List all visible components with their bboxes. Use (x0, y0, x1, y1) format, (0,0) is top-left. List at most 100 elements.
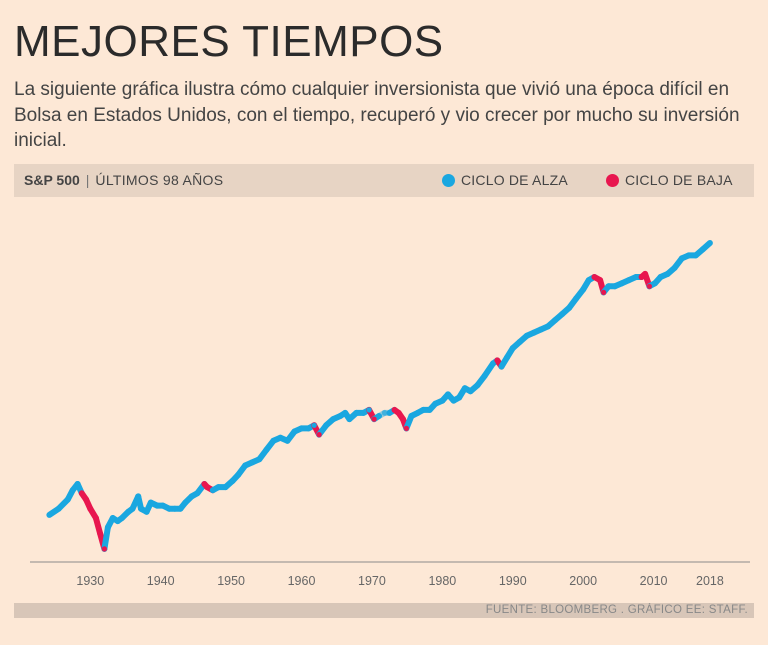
data-point (601, 289, 607, 295)
data-point (420, 407, 426, 413)
data-point (138, 506, 144, 512)
data-point (672, 265, 678, 271)
data-point (311, 422, 317, 428)
data-point (204, 484, 210, 490)
data-point (119, 515, 125, 521)
data-point (633, 274, 639, 280)
data-point (144, 509, 150, 515)
data-point (189, 493, 195, 499)
data-point (366, 407, 372, 413)
data-point (467, 388, 474, 394)
data-point (494, 357, 500, 363)
data-point (490, 360, 496, 367)
data-point (408, 413, 414, 419)
data-point (531, 330, 537, 336)
data-point (707, 240, 713, 246)
data-point (210, 487, 216, 493)
chart-area: 1930 1940 1950 1960 1970 1980 1990 2000 2010 2018 (30, 240, 750, 588)
data-point (79, 490, 85, 496)
data-point (194, 490, 200, 496)
data-point (270, 438, 276, 444)
data-point (482, 373, 488, 379)
data-point (586, 277, 592, 283)
data-point (456, 394, 462, 401)
data-point (658, 274, 664, 280)
data-point (87, 506, 93, 512)
legend-bar: S&P 500 | ÚLTIMOS 98 AÑOS CICLO DE ALZA CI… (14, 164, 754, 197)
data-point (517, 339, 523, 345)
data-point (75, 481, 81, 487)
data-point (665, 271, 671, 277)
data-point (97, 530, 103, 537)
data-point (135, 493, 141, 499)
data-point (154, 503, 160, 509)
data-point (591, 274, 598, 280)
data-point (510, 345, 516, 351)
data-point (545, 323, 551, 329)
data-point (330, 416, 336, 422)
x-tick-label-1980: 1980 (428, 574, 456, 588)
data-point (182, 500, 188, 506)
data-point (382, 410, 388, 416)
data-point (172, 506, 178, 512)
data-point (306, 425, 312, 431)
legend-separator: | (85, 172, 90, 188)
data-point (439, 398, 445, 404)
x-tick-label-1990: 1990 (499, 574, 527, 588)
data-point (291, 428, 298, 435)
x-tick-label-2018: 2018 (696, 574, 724, 588)
data-point (115, 518, 121, 524)
data-point (538, 326, 544, 333)
data-point (160, 503, 166, 509)
data-point (148, 500, 154, 506)
data-point (391, 407, 398, 413)
data-point (400, 416, 406, 422)
data-point (65, 496, 71, 503)
data-point (626, 277, 632, 283)
data-point (177, 506, 183, 512)
data-point (612, 283, 618, 289)
data-point (316, 432, 322, 438)
data-point (396, 410, 402, 416)
source-credit: FUENTE: BLOOMBERG . GRÁFICO EE: STAFF. (14, 603, 754, 618)
data-point (445, 391, 451, 397)
x-tick-label-1930: 1930 (76, 574, 104, 588)
data-point (277, 435, 283, 441)
page-title: MEJORES TIEMPOS (14, 17, 444, 66)
x-tick-label-2010: 2010 (640, 574, 668, 588)
up-cycle-segment (101, 524, 111, 552)
down-cycle-dot-icon (606, 174, 619, 187)
x-tick-label-1970: 1970 (358, 574, 386, 588)
data-point (229, 478, 236, 484)
data-point (249, 459, 255, 465)
data-point (432, 401, 438, 407)
data-point (342, 410, 348, 416)
up-cycle-dot-icon (442, 174, 455, 187)
data-point (686, 252, 692, 258)
x-tick-label-1960: 1960 (288, 574, 316, 588)
data-point (110, 515, 116, 521)
data-point (700, 246, 706, 252)
data-point (83, 496, 89, 503)
legend-up-label: CICLO DE ALZA (461, 172, 568, 188)
data-point (371, 416, 377, 422)
data-point (403, 425, 409, 431)
data-point (693, 252, 699, 258)
legend-index-label: S&P 500 | ÚLTIMOS 98 AÑOS (24, 164, 223, 197)
data-point (597, 277, 603, 283)
data-point (646, 283, 653, 289)
data-point (105, 524, 111, 530)
data-point (222, 484, 229, 490)
data-point (166, 506, 172, 512)
data-point (263, 447, 269, 453)
data-point (475, 382, 481, 388)
data-point (56, 506, 62, 512)
x-tick-label-1950: 1950 (217, 574, 245, 588)
data-point (427, 407, 433, 413)
data-point (129, 506, 136, 512)
data-point (360, 410, 367, 416)
data-point (70, 487, 76, 493)
data-point (125, 509, 131, 515)
data-point (652, 280, 658, 286)
data-point (679, 255, 685, 261)
